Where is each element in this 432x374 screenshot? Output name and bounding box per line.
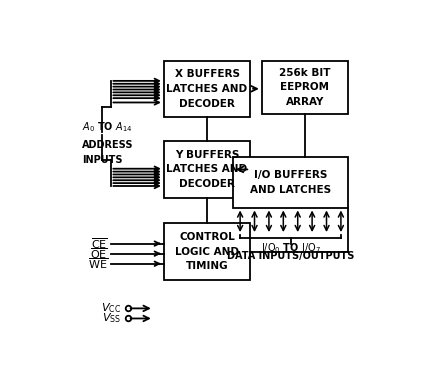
Bar <box>233 157 348 208</box>
Text: $V_{\mathrm{CC}}$: $V_{\mathrm{CC}}$ <box>101 301 121 315</box>
Text: CONTROL
LOGIC AND
TIMING: CONTROL LOGIC AND TIMING <box>175 232 239 271</box>
Bar <box>164 223 250 280</box>
Text: Y BUFFERS
LATCHES AND
DECODER: Y BUFFERS LATCHES AND DECODER <box>166 150 248 189</box>
Bar <box>164 61 250 117</box>
Text: 256k BIT
EEPROM
ARRAY: 256k BIT EEPROM ARRAY <box>279 68 330 107</box>
Text: $V_{\mathrm{SS}}$: $V_{\mathrm{SS}}$ <box>102 312 121 325</box>
Text: $\overline{\mathrm{WE}}$: $\overline{\mathrm{WE}}$ <box>88 257 108 271</box>
Text: $A_0$ TO $A_{14}$
ADDRESS
INPUTS: $A_0$ TO $A_{14}$ ADDRESS INPUTS <box>82 120 133 165</box>
Bar <box>262 61 348 114</box>
Text: $\overline{\mathrm{CE}}$: $\overline{\mathrm{CE}}$ <box>91 236 108 251</box>
Text: X BUFFERS
LATCHES AND
DECODER: X BUFFERS LATCHES AND DECODER <box>166 69 248 108</box>
Text: DATA INPUTS/OUTPUTS: DATA INPUTS/OUTPUTS <box>227 251 354 261</box>
Text: I/O BUFFERS
AND LATCHES: I/O BUFFERS AND LATCHES <box>250 170 331 195</box>
Text: $\mathrm{I/O_0}$ TO $\mathrm{I/O_7}$: $\mathrm{I/O_0}$ TO $\mathrm{I/O_7}$ <box>260 241 321 255</box>
Bar <box>164 141 250 197</box>
Text: $\overline{\mathrm{OE}}$: $\overline{\mathrm{OE}}$ <box>90 246 108 261</box>
